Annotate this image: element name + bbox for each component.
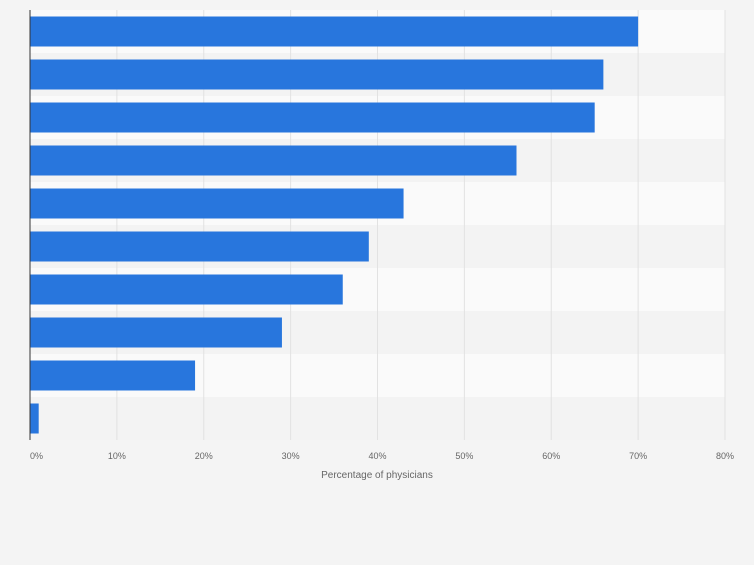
bar[interactable] [30, 231, 369, 262]
bar[interactable] [30, 102, 595, 133]
x-axis-label: Percentage of physicians [321, 470, 433, 481]
bar[interactable] [30, 360, 196, 391]
x-tick-labels: 0% 10% 20% 30% 40% 50% 60% 70% 80% [30, 451, 734, 461]
x-tick-label: 20% [195, 451, 213, 461]
bar[interactable] [30, 145, 517, 176]
x-tick-label: 80% [716, 451, 734, 461]
bar[interactable] [30, 188, 404, 219]
x-tick-label: 70% [629, 451, 647, 461]
bar[interactable] [30, 16, 639, 47]
x-tick-label: 30% [282, 451, 300, 461]
bar[interactable] [30, 317, 282, 348]
x-tick-label: 10% [108, 451, 126, 461]
bar[interactable] [30, 59, 604, 90]
x-tick-label: 50% [455, 451, 473, 461]
bars [30, 16, 639, 434]
bar[interactable] [30, 403, 39, 434]
x-tick-label: 0% [30, 451, 43, 461]
x-tick-label: 60% [542, 451, 560, 461]
x-tick-label: 40% [368, 451, 386, 461]
bar[interactable] [30, 274, 343, 305]
